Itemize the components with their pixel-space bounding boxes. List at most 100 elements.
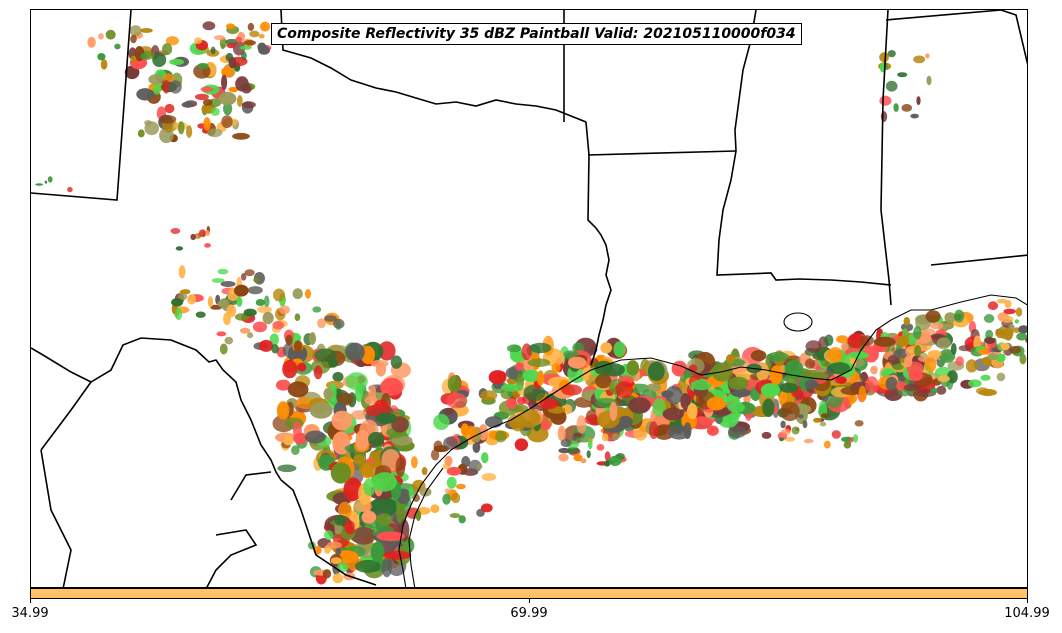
border-tx-ok [280, 10, 587, 123]
reflectivity-cell [1000, 315, 1014, 323]
reflectivity-cell [750, 350, 767, 362]
reflectivity-cell [1014, 319, 1019, 324]
reflectivity-cell [967, 379, 982, 388]
reflectivity-cell [292, 288, 303, 300]
reflectivity-cell [263, 295, 270, 308]
reflectivity-cell [515, 361, 524, 371]
reflectivity-cell [376, 531, 405, 542]
reflectivity-cell [444, 455, 453, 467]
reflectivity-cell [980, 374, 991, 381]
reflectivity-cell [228, 86, 239, 93]
border-nm-tx [31, 10, 132, 201]
reflectivity-cell [827, 347, 843, 363]
reflectivity-cell [727, 425, 747, 438]
reflectivity-cell [323, 387, 334, 400]
reflectivity-cell [780, 401, 800, 422]
reflectivity-cell [249, 30, 260, 38]
lake-pontchartrain [783, 312, 813, 332]
reflectivity-cell [580, 458, 587, 464]
reflectivity-cell [854, 420, 864, 427]
reflectivity-cell [897, 335, 909, 347]
reflectivity-cell [165, 36, 179, 46]
reflectivity-cell [330, 462, 352, 484]
reflectivity-cell [203, 117, 211, 131]
reflectivity-cell [257, 305, 272, 314]
reflectivity-cell [194, 93, 209, 101]
reflectivity-cell [608, 455, 622, 466]
reflectivity-cell [252, 321, 268, 333]
reflectivity-cell [1018, 325, 1027, 334]
reflectivity-cell [831, 430, 841, 439]
reflectivity-cell [566, 446, 580, 455]
reflectivity-cell [1016, 332, 1027, 341]
reflectivity-cell [996, 372, 1006, 382]
reflectivity-cell [449, 513, 461, 519]
reflectivity-cell [175, 308, 183, 320]
reflectivity-cell [480, 390, 498, 401]
reflectivity-cell [443, 436, 458, 450]
reflectivity-cell [207, 296, 213, 308]
reflectivity-cell [485, 416, 503, 428]
reflectivity-cell [576, 415, 587, 434]
reflectivity-cell [353, 454, 365, 465]
reflectivity-cell [136, 88, 155, 101]
reflectivity-cell [351, 526, 376, 545]
colorbar-tick-mark-min [30, 599, 31, 603]
reflectivity-cell [247, 286, 263, 295]
reflectivity-cell [317, 318, 326, 329]
reflectivity-cell [939, 349, 956, 363]
reflectivity-cell [628, 397, 651, 414]
reflectivity-cell [458, 515, 466, 524]
reflectivity-cell [582, 367, 590, 382]
reflectivity-cell [421, 467, 428, 476]
reflectivity-cell [363, 478, 376, 496]
reflectivity-cell [130, 34, 137, 44]
border-ar-la [587, 150, 737, 156]
reflectivity-cell [345, 342, 365, 362]
reflectivity-cell [950, 343, 957, 355]
reflectivity-cell [784, 436, 795, 442]
reflectivity-cell [903, 383, 921, 392]
reflectivity-cell [225, 23, 235, 29]
coastline-barrier [408, 467, 444, 587]
reflectivity-cell [541, 419, 551, 431]
reflectivity-cell [568, 356, 587, 369]
reflectivity-cell [601, 433, 609, 442]
border-mexico [31, 337, 377, 586]
reflectivity-cell [152, 81, 162, 95]
reflectivity-cell [766, 351, 789, 362]
reflectivity-cell [649, 421, 659, 440]
reflectivity-cell [162, 79, 170, 94]
reflectivity-cell [760, 383, 781, 398]
reflectivity-cell [361, 510, 377, 524]
reflectivity-cell [514, 438, 529, 452]
reflectivity-cell [985, 329, 994, 339]
reflectivity-cell [232, 132, 250, 140]
reflectivity-cell [527, 358, 551, 368]
reflectivity-cell [626, 360, 640, 376]
reflectivity-cell [411, 456, 418, 469]
reflectivity-cell [1008, 346, 1022, 354]
state-borders [31, 10, 1027, 587]
reflectivity-cell [1000, 342, 1010, 351]
reflectivity-cell [852, 434, 859, 443]
reflectivity-cell [519, 409, 541, 428]
reflectivity-cell [243, 40, 256, 46]
reflectivity-cell [572, 342, 585, 354]
reflectivity-cell [706, 396, 726, 411]
reflectivity-cell [840, 386, 863, 396]
reflectivity-cell [204, 243, 211, 248]
reflectivity-cell [217, 299, 230, 309]
reflectivity-cell [1008, 324, 1015, 330]
reflectivity-cell [859, 335, 875, 346]
reflectivity-cell [285, 334, 293, 346]
reflectivity-cell [955, 356, 964, 367]
reflectivity-cell [351, 410, 368, 420]
reflectivity-cell [293, 340, 303, 353]
reflectivity-cell [507, 344, 522, 353]
reflectivity-cell [885, 80, 898, 92]
reflectivity-cell [130, 55, 137, 63]
reflectivity-cell [312, 306, 322, 313]
reflectivity-cell [175, 246, 184, 251]
reflectivity-cell [662, 407, 684, 421]
